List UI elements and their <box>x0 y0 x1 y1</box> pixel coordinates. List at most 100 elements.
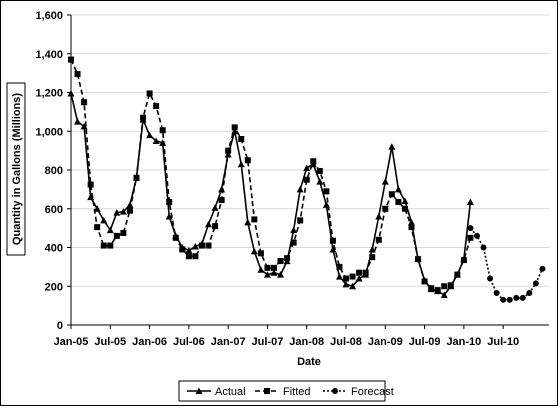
data-point-actual <box>113 209 121 216</box>
data-point-fitted <box>81 99 88 106</box>
data-point-fitted <box>349 273 356 280</box>
series-line-forecast <box>469 227 544 301</box>
x-tick-label: Jul-10 <box>487 336 519 348</box>
data-point-actual <box>250 247 258 255</box>
y-axis-title-box: Quantity in Gallons (Millions) <box>6 82 26 256</box>
data-point-fitted <box>415 256 422 263</box>
x-axis-ticks: Jan-05 Jul-05 Jan-06 Jul-06 Jan-07 Jul-07 Jan-… <box>54 325 519 348</box>
data-point-actual <box>100 216 108 224</box>
data-point-actual <box>296 185 304 193</box>
data-point-forecast <box>480 244 487 251</box>
data-point-actual <box>329 245 337 253</box>
data-point-actual <box>185 246 193 254</box>
x-tick-label: Jul-05 <box>94 336 126 348</box>
data-point-actual <box>466 198 474 205</box>
data-point-actual <box>74 118 82 125</box>
x-tick-label: Jan-05 <box>54 336 89 348</box>
data-point-actual <box>119 208 127 215</box>
data-point-fitted <box>264 264 271 271</box>
series-line-fitted <box>70 59 472 291</box>
y-tick-label: 1,400 <box>35 49 63 61</box>
data-point-fitted <box>153 103 160 110</box>
data-point-fitted <box>257 250 264 257</box>
data-point-actual <box>401 197 409 204</box>
y-tick-label: 1,600 <box>35 10 63 22</box>
data-point-fitted <box>218 197 225 204</box>
data-point-fitted <box>198 242 205 249</box>
data-point-actual <box>87 193 95 201</box>
data-point-actual <box>263 271 271 278</box>
series-layer <box>67 56 546 303</box>
data-point-actual <box>218 185 226 193</box>
data-point-fitted <box>395 198 402 205</box>
x-tick-label: Jan-06 <box>132 336 167 348</box>
data-point-fitted <box>362 269 369 276</box>
data-point-actual <box>165 213 173 220</box>
data-point-forecast <box>532 280 539 287</box>
data-point-actual <box>152 137 160 144</box>
legend-item-fitted: Fitted <box>255 386 311 398</box>
data-point-forecast <box>539 265 546 272</box>
data-point-fitted <box>428 285 435 292</box>
data-point-forecast <box>493 290 500 297</box>
legend-item-actual: Actual <box>187 386 246 398</box>
y-axis-ticks: 0 200 400 600 800 1,000 1,200 1,400 1,600 <box>35 10 71 332</box>
data-point-actual <box>205 220 213 228</box>
x-tick-label: Jan-10 <box>446 336 481 348</box>
data-point-actual <box>224 151 232 158</box>
gridlines <box>71 14 549 287</box>
x-tick-label: Jul-09 <box>409 336 441 348</box>
legend-marker-fitted <box>264 388 270 394</box>
data-point-fitted <box>205 242 212 249</box>
data-point-fitted <box>185 253 192 260</box>
data-point-fitted <box>238 136 245 142</box>
series-actual <box>67 89 474 298</box>
data-point-fitted <box>323 188 330 195</box>
data-point-fitted <box>251 216 258 223</box>
data-point-fitted <box>113 232 120 239</box>
x-tick-label: Jan-07 <box>211 336 246 348</box>
chart: 0 200 400 600 800 1,000 1,200 1,400 1,600 Jan-05… <box>6 10 549 402</box>
data-point-fitted <box>107 242 114 249</box>
data-point-fitted <box>401 205 408 212</box>
data-point-fitted <box>460 257 467 264</box>
data-point-actual <box>126 201 134 208</box>
legend-marker-actual <box>195 387 203 394</box>
data-point-forecast <box>467 225 474 232</box>
y-tick-label: 1,200 <box>35 88 63 100</box>
data-point-actual <box>93 205 101 212</box>
data-point-fitted <box>382 205 389 212</box>
y-tick-label: 400 <box>45 243 63 255</box>
y-tick-label: 600 <box>45 204 63 216</box>
data-point-fitted <box>434 287 441 294</box>
data-point-fitted <box>375 236 382 243</box>
data-point-actual <box>146 131 154 139</box>
data-point-actual <box>388 143 396 150</box>
y-tick-label: 800 <box>45 165 63 177</box>
y-tick-label: 1,000 <box>35 126 63 138</box>
data-point-fitted <box>94 224 101 231</box>
series-line-actual <box>70 93 472 297</box>
data-point-fitted <box>100 242 107 249</box>
legend-label-actual: Actual <box>215 386 246 398</box>
data-point-fitted <box>277 258 284 265</box>
legend-label-forecast: Forecast <box>351 386 394 398</box>
data-point-fitted <box>290 239 297 246</box>
data-point-actual <box>342 280 350 288</box>
y-axis-title: Quantity in Gallons (Millions) <box>11 93 23 246</box>
data-point-actual <box>316 178 324 185</box>
data-point-actual <box>440 291 448 298</box>
data-point-fitted <box>284 255 291 262</box>
data-point-actual <box>277 271 285 278</box>
data-point-actual <box>355 275 363 282</box>
data-point-fitted <box>146 90 153 97</box>
x-tick-label: Jul-06 <box>173 336 205 348</box>
data-point-fitted <box>297 217 304 224</box>
x-tick-label: Jul-07 <box>252 336 284 348</box>
data-point-fitted <box>356 269 363 276</box>
legend-box <box>178 380 386 402</box>
series-forecast <box>467 225 546 303</box>
data-point-forecast <box>519 294 526 301</box>
data-point-fitted <box>74 71 81 78</box>
